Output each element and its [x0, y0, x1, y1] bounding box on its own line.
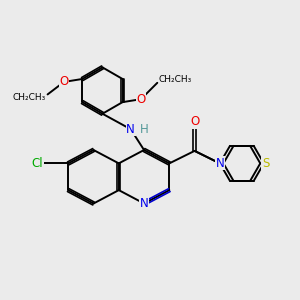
- Text: O: O: [59, 75, 69, 88]
- Text: CH₂CH₃: CH₂CH₃: [13, 94, 46, 103]
- Text: N: N: [140, 197, 148, 210]
- Text: N: N: [215, 157, 224, 170]
- Text: N: N: [126, 123, 135, 136]
- Text: O: O: [136, 93, 146, 106]
- Text: H: H: [140, 123, 149, 136]
- Text: S: S: [262, 157, 269, 170]
- Text: N: N: [215, 157, 224, 170]
- Text: S: S: [262, 157, 269, 170]
- Text: O: O: [190, 115, 199, 128]
- Text: N: N: [126, 123, 135, 136]
- Text: Cl: Cl: [32, 157, 44, 170]
- Text: H: H: [140, 123, 149, 136]
- Text: Cl: Cl: [32, 157, 44, 170]
- Text: O: O: [59, 75, 69, 88]
- Text: O: O: [190, 115, 199, 128]
- Text: O: O: [136, 93, 146, 106]
- Text: CH₂CH₃: CH₂CH₃: [159, 75, 192, 84]
